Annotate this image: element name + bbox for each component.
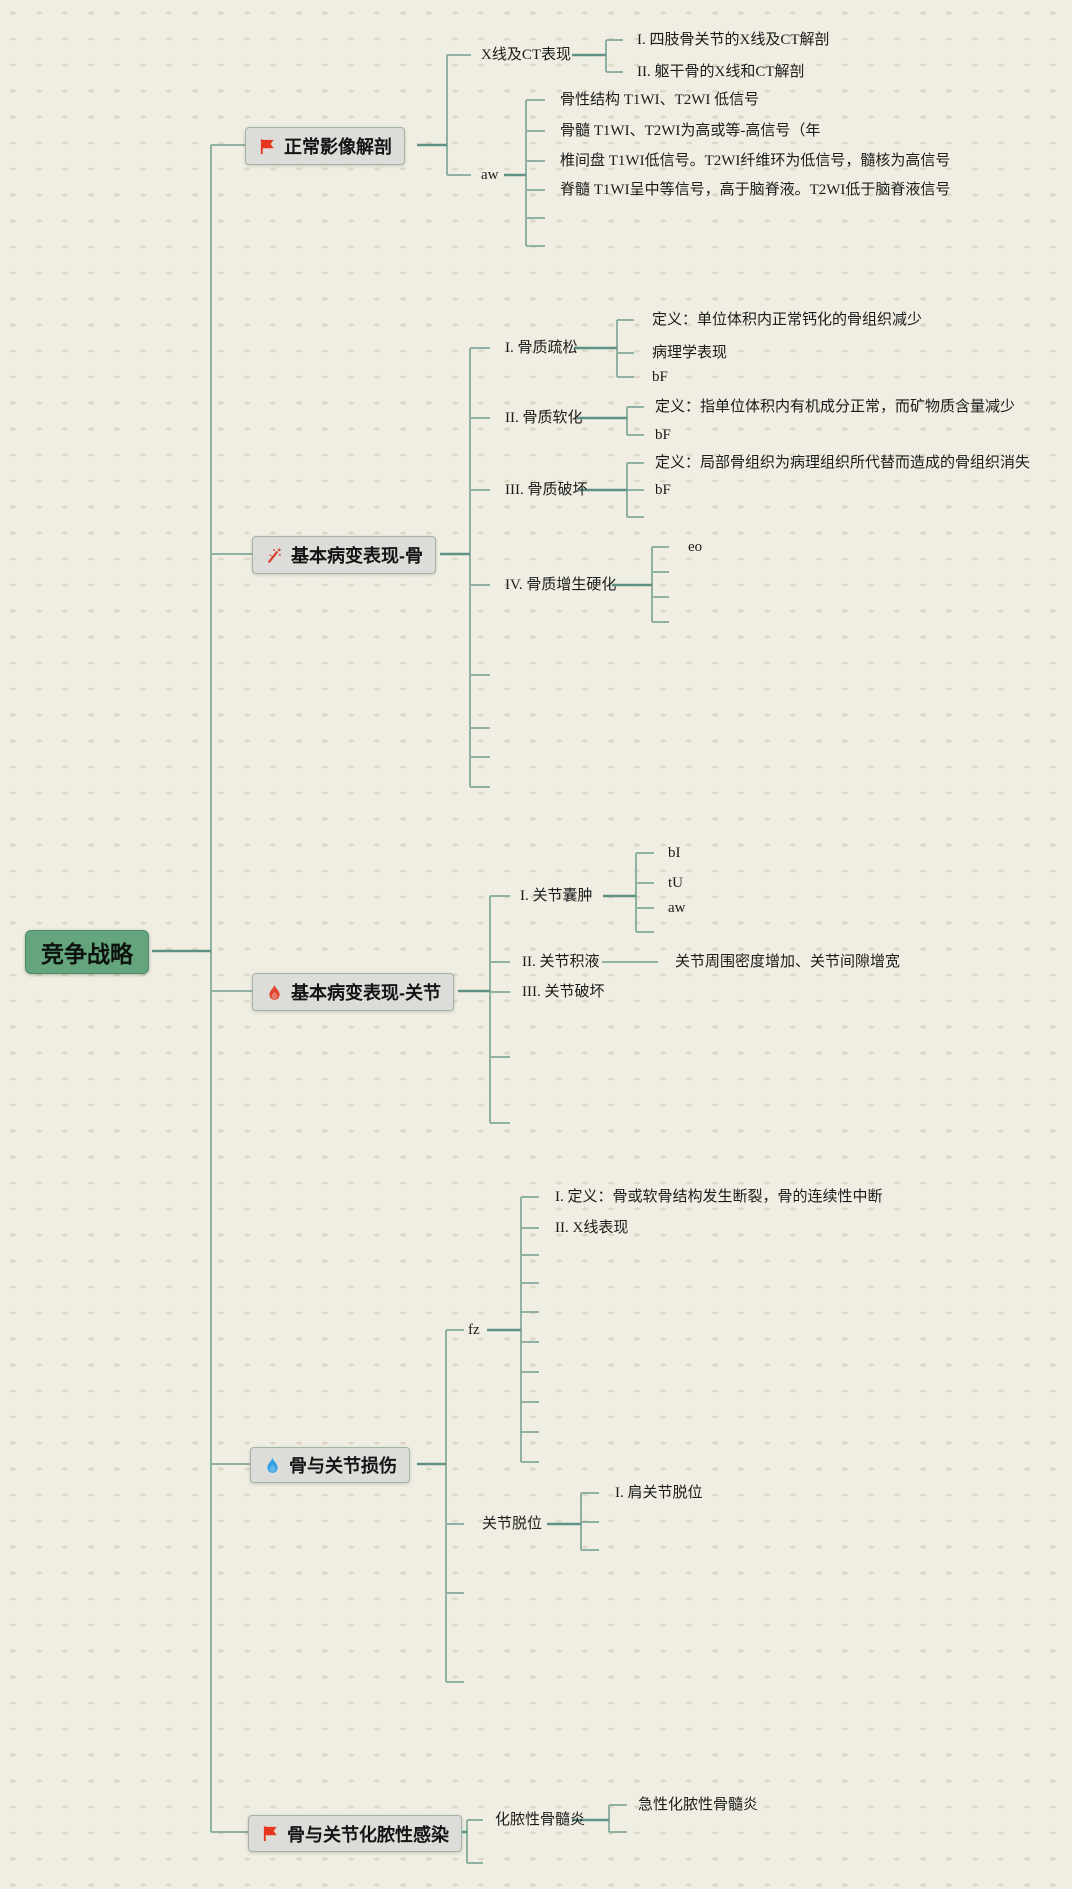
node-bone-marrow-signal[interactable]: 骨髓 T1WI、T2WI为高或等-高信号（年 (560, 123, 821, 139)
node-fz[interactable]: fz (468, 1322, 480, 1338)
branch-label: 骨与关节化脓性感染 (287, 1824, 449, 1845)
node-fracture-xray[interactable]: II. X线表现 (555, 1220, 629, 1236)
branch-suppurative-infection[interactable]: 骨与关节化脓性感染 (248, 1815, 462, 1852)
root-label: 竞争战略 (41, 941, 133, 967)
node-aw[interactable]: aw (481, 167, 499, 183)
node-trunk-bone-xray-ct[interactable]: II. 躯干骨的X线和CT解剖 (637, 64, 805, 80)
node-bone-destruction[interactable]: III. 骨质破坏 (505, 482, 588, 498)
branch-bone-joint-injury[interactable]: 骨与关节损伤 (250, 1447, 410, 1483)
wand-icon (265, 546, 284, 565)
node-limb-bone-xray-ct[interactable]: I. 四肢骨关节的X线及CT解剖 (637, 32, 830, 48)
flame-icon (265, 983, 284, 1002)
flag-icon (258, 137, 277, 156)
branch-basic-lesions-joint[interactable]: 基本病变表现-关节 (252, 973, 454, 1011)
node-joint-effusion[interactable]: II. 关节积液 (522, 954, 600, 970)
branch-label: 基本病变表现-关节 (291, 983, 441, 1003)
node-spinal-cord-signal[interactable]: 脊髓 T1WI呈中等信号，高于脑脊液。T2WI低于脑脊液信号 (560, 182, 951, 198)
node-hyperostosis[interactable]: IV. 骨质增生硬化 (505, 577, 617, 593)
node-disc-signal[interactable]: 椎间盘 T1WI低信号。T2WI纤维环为低信号，髓核为高信号 (560, 153, 951, 169)
branch-normal-imaging-anatomy[interactable]: 正常影像解剖 (245, 127, 405, 165)
node-eo[interactable]: eo (688, 539, 703, 555)
node-bi[interactable]: bI (668, 845, 681, 861)
water-flame-icon (263, 1456, 282, 1475)
node-shoulder-dislocation[interactable]: I. 肩关节脱位 (615, 1485, 703, 1501)
branch-label: 骨与关节损伤 (289, 1456, 397, 1476)
branch-basic-lesions-bone[interactable]: 基本病变表现-骨 (252, 536, 436, 574)
node-tu[interactable]: tU (668, 875, 683, 891)
node-suppurative-osteomyelitis[interactable]: 化脓性骨髓炎 (495, 1812, 586, 1828)
node-bone-destruction-definition[interactable]: 定义：局部骨组织为病理组织所代替而造成的骨组织消失 (655, 455, 1031, 471)
node-osteoporosis-pathology[interactable]: 病理学表现 (652, 345, 728, 361)
node-osteoporosis-bf[interactable]: bF (652, 369, 668, 385)
node-bony-structure-signal[interactable]: 骨性结构 T1WI、T2WI 低信号 (560, 92, 760, 108)
node-osteoporosis-definition[interactable]: 定义：单位体积内正常钙化的骨组织减少 (652, 312, 923, 328)
root-node[interactable]: 竞争战略 (25, 930, 149, 974)
node-osteomalacia-bf[interactable]: bF (655, 427, 671, 443)
node-osteomalacia[interactable]: II. 骨质软化 (505, 410, 583, 426)
branch-label: 正常影像解剖 (284, 137, 392, 157)
node-bone-destruction-bf[interactable]: bF (655, 482, 671, 498)
flag-icon (261, 1824, 280, 1843)
node-aw-joint[interactable]: aw (668, 900, 686, 916)
node-xray-ct-findings[interactable]: X线及CT表现 (481, 47, 572, 63)
node-joint-destruction[interactable]: III. 关节破坏 (522, 984, 605, 1000)
node-fracture-definition[interactable]: I. 定义：骨或软骨结构发生断裂，骨的连续性中断 (555, 1189, 883, 1205)
node-joint-dislocation[interactable]: 关节脱位 (482, 1516, 543, 1532)
node-osteoporosis[interactable]: I. 骨质疏松 (505, 340, 578, 356)
node-acute-suppurative-osteomyelitis[interactable]: 急性化脓性骨髓炎 (638, 1797, 759, 1813)
node-joint-capsule-swelling[interactable]: I. 关节囊肿 (520, 888, 593, 904)
node-osteomalacia-definition[interactable]: 定义：指单位体积内有机成分正常，而矿物质含量减少 (655, 399, 1016, 415)
branch-label: 基本病变表现-骨 (291, 546, 423, 566)
node-joint-effusion-sign[interactable]: 关节周围密度增加、关节间隙增宽 (675, 954, 901, 970)
